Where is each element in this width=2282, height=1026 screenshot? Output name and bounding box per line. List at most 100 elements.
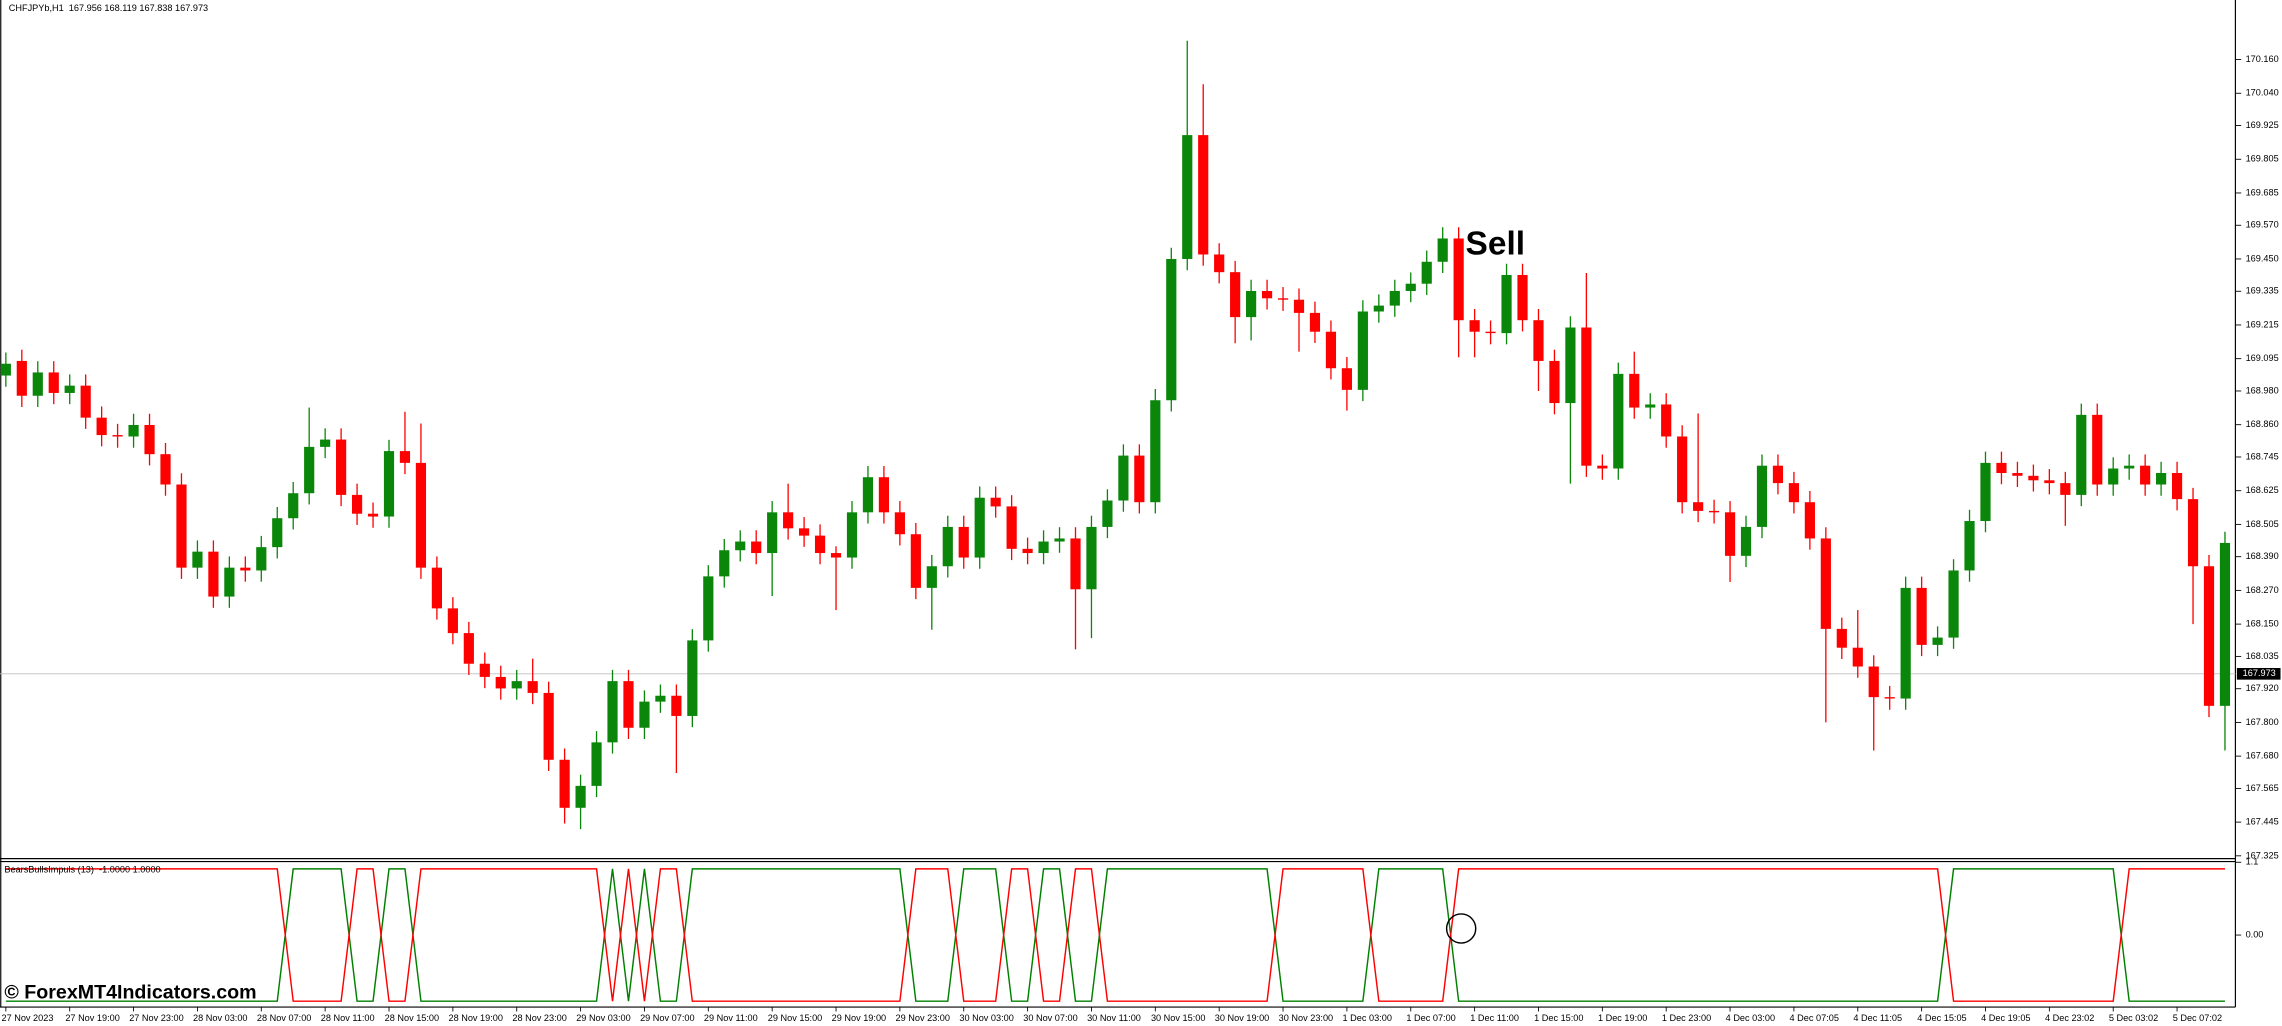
candle-body (1661, 404, 1672, 437)
candle-body (1597, 465, 1608, 469)
candle-body (958, 526, 969, 558)
candle-body (1724, 512, 1736, 556)
candle-body (112, 435, 123, 437)
candle-body (1613, 373, 1624, 469)
candle-body (1325, 331, 1337, 369)
y-tick-label: 169.095 (2246, 353, 2279, 363)
candle-body (894, 512, 905, 535)
candle-body (48, 372, 59, 393)
candle-body (1980, 462, 1991, 522)
candle-body (830, 553, 842, 558)
indicator-header: BearsBullsImpuls (13) -1.0000 1.0000 (4, 865, 160, 875)
candle-body (1198, 135, 1209, 255)
candle-body (2124, 465, 2135, 469)
candle-body (1533, 320, 1544, 361)
candle-body (1070, 538, 1081, 590)
candle-body (1341, 368, 1352, 390)
y-tick-label: 168.270 (2246, 585, 2279, 595)
candle-body (32, 372, 43, 396)
candle-body (256, 547, 267, 571)
candle-body (176, 484, 187, 568)
x-tick-label: 29 Nov 19:00 (832, 1013, 886, 1023)
x-tick-label: 4 Dec 23:02 (2045, 1013, 2094, 1023)
candle-body (1405, 283, 1416, 291)
candle-body (1293, 299, 1305, 313)
last-price-label: 167.973 (2243, 668, 2276, 678)
candle-body (1581, 327, 1592, 466)
candle-body (2092, 414, 2103, 485)
candle-body (1740, 526, 1752, 556)
sell-annotation: Sell (1466, 226, 1526, 263)
candle-body (1022, 548, 1033, 554)
candle-body (1373, 305, 1384, 312)
x-tick-label: 28 Nov 23:00 (512, 1013, 566, 1023)
candle-body (1708, 510, 1720, 513)
x-tick-label: 1 Dec 23:00 (1662, 1013, 1711, 1023)
x-tick-label: 28 Nov 07:00 (257, 1013, 311, 1023)
candle-body (1246, 290, 1257, 318)
candle-body (288, 493, 299, 519)
candle-body (1437, 238, 1448, 262)
candle-body (639, 701, 650, 728)
candle-body (1996, 462, 2007, 473)
candle-body (623, 681, 634, 728)
candle-body (0, 363, 11, 376)
x-tick-label: 30 Nov 11:00 (1087, 1013, 1141, 1023)
candle-body (1485, 331, 1496, 334)
x-tick-label: 30 Nov 07:00 (1023, 1013, 1077, 1023)
candle-body (926, 566, 937, 588)
last-price-box (2236, 668, 2281, 680)
candle-body (1804, 502, 1815, 539)
candle-body (1006, 506, 1017, 549)
x-tick-label: 30 Nov 23:00 (1279, 1013, 1333, 1023)
y-tick-label: 167.680 (2246, 751, 2279, 761)
y-tick-label: 169.450 (2246, 253, 2279, 263)
x-tick-label: 5 Dec 03:02 (2109, 1013, 2158, 1023)
candle-body (1852, 647, 1863, 667)
candle-body (1820, 538, 1831, 629)
y-tick-label: 167.565 (2246, 783, 2279, 793)
candle-body (1309, 312, 1321, 332)
candle-body (1772, 465, 1784, 484)
x-tick-label: 5 Dec 07:02 (2173, 1013, 2222, 1023)
y-tick-label: 170.160 (2246, 54, 2279, 64)
candle-body (1357, 311, 1368, 390)
candle-body (1389, 290, 1400, 306)
candle-body (1916, 587, 1927, 645)
y-tick-label: 168.860 (2246, 419, 2279, 429)
candle-body (2060, 483, 2071, 495)
candle-body (655, 695, 666, 702)
x-tick-label: 30 Nov 19:00 (1215, 1013, 1269, 1023)
candle-body (2219, 542, 2231, 706)
y-tick-label: 167.325 (2246, 850, 2279, 860)
x-tick-label: 4 Dec 11:05 (1853, 1013, 1902, 1023)
candle-body (399, 451, 411, 463)
candle-body (128, 424, 139, 437)
watermark: © ForexMT4Indicators.com (4, 981, 256, 1003)
candle-body (1932, 637, 1943, 645)
y-tick-label: 168.745 (2246, 451, 2279, 461)
candle-body (431, 567, 442, 609)
x-tick-label: 28 Nov 11:00 (321, 1013, 375, 1023)
symbol-header: CHFJPYb,H1 167.956 168.119 167.838 167.9… (9, 3, 208, 13)
candle-body (2203, 566, 2215, 706)
indicator-line (5, 868, 2225, 1002)
y-tick-label: 169.805 (2246, 154, 2279, 164)
candle-body (559, 759, 570, 808)
y-tick-label: 167.800 (2246, 717, 2279, 727)
candle-body (336, 439, 347, 495)
candle-body (351, 494, 363, 514)
candle-body (1086, 526, 1097, 590)
candle-body (814, 535, 826, 554)
x-tick-label: 1 Dec 11:00 (1470, 1013, 1519, 1023)
x-tick-label: 29 Nov 07:00 (640, 1013, 694, 1023)
x-tick-label: 1 Dec 19:00 (1598, 1013, 1647, 1023)
candle-body (1549, 360, 1560, 404)
candle-body (80, 385, 91, 418)
candle-body (767, 512, 778, 554)
x-tick-label: 29 Nov 03:00 (576, 1013, 630, 1023)
y-tick-label: 0.00 (2246, 929, 2264, 939)
candle-body (910, 534, 921, 588)
y-tick-label: 169.685 (2246, 187, 2279, 197)
